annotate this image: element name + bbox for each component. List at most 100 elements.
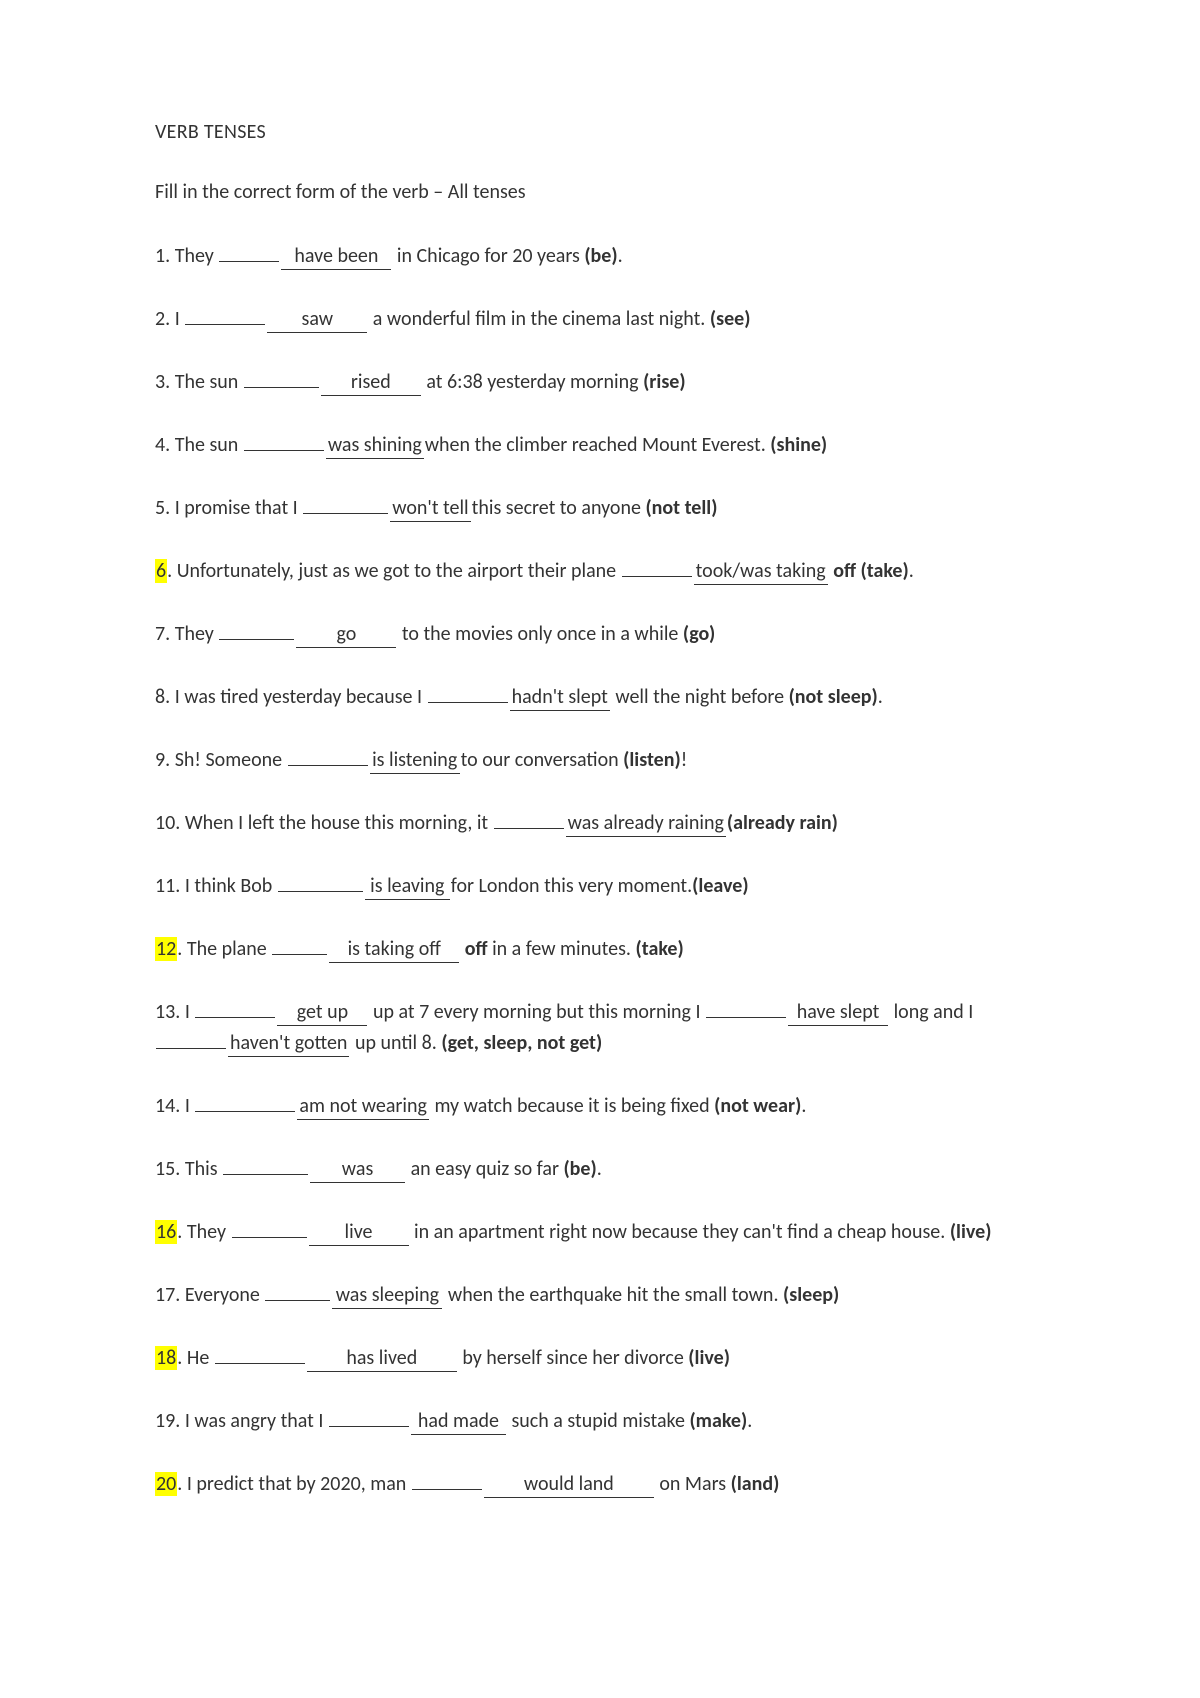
verb-hint: (listen) [623, 748, 681, 772]
item-number: 5 [155, 496, 165, 520]
exercise-item: 10. When I left the house this morning, … [155, 807, 1045, 838]
exercise-item: 15. This was an easy quiz so far (be). [155, 1153, 1045, 1184]
exercise-list: 1. They have been in Chicago for 20 year… [155, 240, 1045, 1531]
exercise-item: 14. I am not wearing my watch because it… [155, 1090, 1045, 1121]
exercise-item: 5. I promise that I won't tellthis secre… [155, 492, 1045, 523]
page-title: VERB TENSES [155, 120, 1045, 144]
item-number: 10 [155, 811, 175, 835]
exercise-item: 16. They live in an apartment right now … [155, 1216, 1045, 1247]
item-number: 15 [155, 1157, 175, 1181]
exercise-item: 20. I predict that by 2020, man would la… [155, 1468, 1045, 1499]
post-bold: off [460, 937, 492, 961]
verb-hint: (go) [683, 622, 715, 646]
blank [219, 618, 294, 640]
blank [303, 492, 388, 514]
blank [428, 681, 508, 703]
verb-hint: (not wear) [714, 1094, 801, 1118]
blank [412, 1468, 482, 1490]
item-number: 13 [155, 1000, 175, 1024]
blank [288, 744, 368, 766]
verb-hint: (rise) [643, 370, 686, 394]
verb-hint: (not tell) [645, 496, 717, 520]
verb-hint: (land) [731, 1472, 780, 1496]
verb-hint: (shine) [770, 433, 827, 457]
item-number: 6 [155, 559, 167, 583]
answer-text: have slept [788, 1000, 888, 1026]
blank [232, 1216, 307, 1238]
blank [156, 1027, 226, 1049]
exercise-item: 4. The sun was shiningwhen the climber r… [155, 429, 1045, 460]
answer-text: am not wearing [297, 1094, 429, 1120]
answer-text: rised [321, 370, 421, 396]
exercise-item: 3. The sun rised at 6:38 yesterday morni… [155, 366, 1045, 397]
answer-text: had made [411, 1409, 506, 1435]
item-number: 2 [155, 307, 165, 331]
answer-text: was [310, 1157, 405, 1183]
exercise-item: 9. Sh! Someone is listeningto our conver… [155, 744, 1045, 775]
answer-text: is taking off [329, 937, 459, 963]
exercise-item: 17. Everyone was sleeping when the earth… [155, 1279, 1045, 1310]
item-number: 14 [155, 1094, 175, 1118]
blank [278, 870, 363, 892]
verb-hint: (see) [710, 307, 751, 331]
item-number: 18 [155, 1346, 177, 1370]
blank [622, 555, 692, 577]
answer-text: have been [281, 244, 391, 270]
answer-text: took/was taking [694, 559, 828, 585]
item-number: 11 [155, 874, 175, 898]
exercise-item: 11. I think Bob is leavingfor London thi… [155, 870, 1045, 901]
blank [223, 1153, 308, 1175]
item-number: 20 [155, 1472, 177, 1496]
verb-hint: (take) [861, 559, 909, 583]
exercise-item: 8. I was tired yesterday because I hadn'… [155, 681, 1045, 712]
verb-hint: (live) [688, 1346, 730, 1370]
instruction-text: Fill in the correct form of the verb – A… [155, 180, 1045, 204]
verb-hint: (already rain) [727, 811, 838, 835]
blank [272, 933, 327, 955]
verb-hint: (not sleep) [789, 685, 878, 709]
answer-text: was already raining [566, 811, 726, 837]
exercise-item: 7. They go to the movies only once in a … [155, 618, 1045, 649]
answer-text: saw [267, 307, 367, 333]
verb-hint: (get, sleep, not get) [441, 1031, 602, 1055]
item-number: 1 [155, 244, 165, 268]
item-number: 19 [155, 1409, 175, 1433]
answer-text: is leaving [365, 874, 450, 900]
verb-hint: (live) [950, 1220, 992, 1244]
blank [219, 240, 279, 262]
verb-hint: (leave) [692, 874, 748, 898]
verb-hint: (make) [689, 1409, 747, 1433]
answer-text: go [296, 622, 396, 648]
verb-hint: (sleep) [783, 1283, 839, 1307]
exercise-item: 6. Unfortunately, just as we got to the … [155, 555, 1045, 586]
answer-text: won't tell [390, 496, 470, 522]
blank [706, 996, 786, 1018]
item-number: 4 [155, 433, 165, 457]
answer-text: get up [277, 1000, 367, 1026]
item-number: 3 [155, 370, 165, 394]
blank [195, 1090, 295, 1112]
answer-text: was shining [326, 433, 424, 459]
exercise-item: 19. I was angry that I had made such a s… [155, 1405, 1045, 1436]
item-number: 8 [155, 685, 165, 709]
blank [195, 996, 275, 1018]
item-number: 12 [155, 937, 177, 961]
blank [185, 303, 265, 325]
exercise-item: 1. They have been in Chicago for 20 year… [155, 240, 1045, 271]
answer-text: would land [484, 1472, 654, 1498]
blank [244, 366, 319, 388]
exercise-item: 2. I saw a wonderful film in the cinema … [155, 303, 1045, 334]
blank [215, 1342, 305, 1364]
answer-text: is listening [370, 748, 460, 774]
blank [265, 1279, 330, 1301]
exercise-item: 13. I get up up at 7 every morning but t… [155, 996, 1045, 1058]
blank [329, 1405, 409, 1427]
post-bold: off [829, 559, 861, 583]
answer-text: was sleeping [332, 1283, 442, 1309]
answer-text: hadn't slept [510, 685, 610, 711]
item-number: 16 [155, 1220, 177, 1244]
verb-hint: (take) [635, 937, 683, 961]
verb-hint: (be) [584, 244, 617, 268]
answer-text: haven't gotten [228, 1031, 349, 1057]
item-number: 9 [155, 748, 165, 772]
